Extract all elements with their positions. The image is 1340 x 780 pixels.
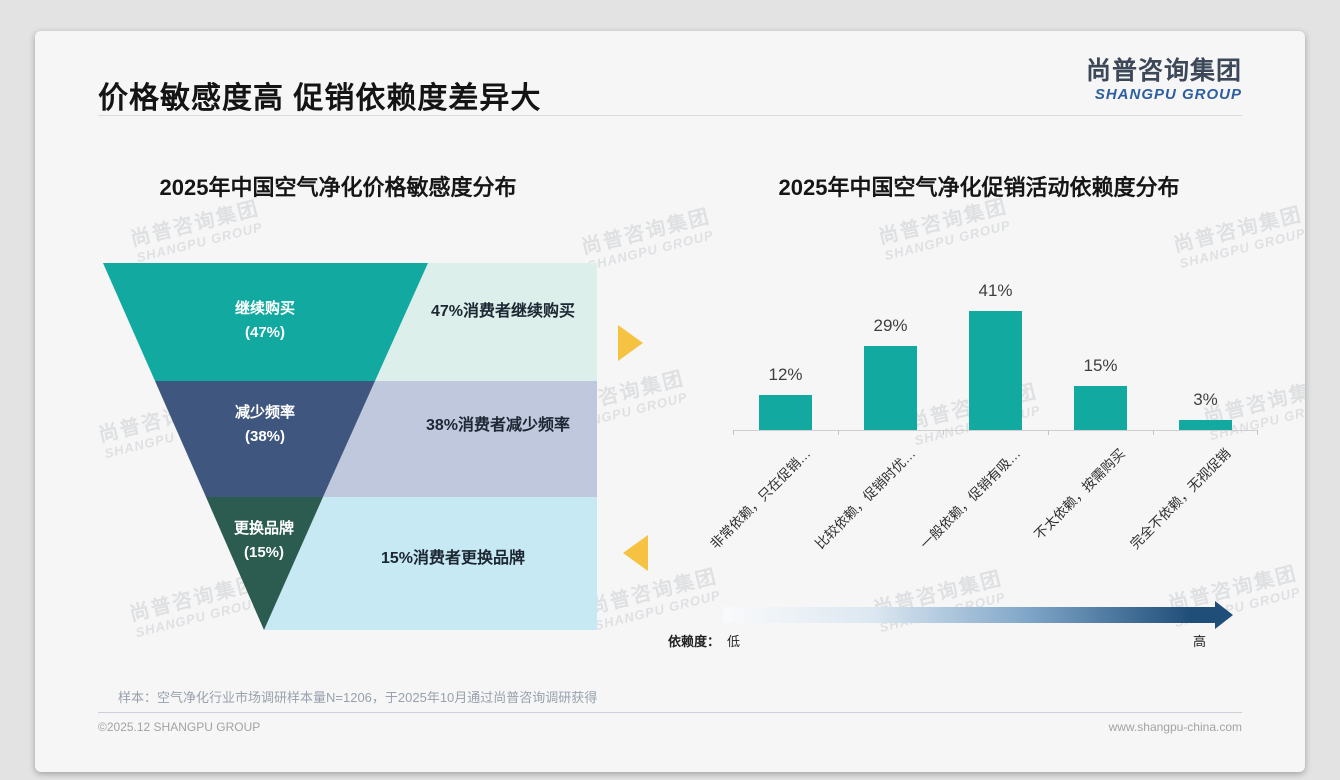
bar <box>969 311 1022 430</box>
funnel-side-box-3 <box>264 497 597 630</box>
page-title: 价格敏感度高 促销依赖度差异大 <box>98 82 542 115</box>
arrow-left-icon <box>623 535 648 571</box>
logo: 尚普咨询集团 SHANGPU GROUP <box>1086 57 1242 103</box>
gradient-arrowhead-icon <box>1215 601 1233 629</box>
funnel-segment-label: 更换品牌 <box>234 519 294 537</box>
x-axis-line <box>733 430 1258 431</box>
axis-tick <box>838 430 839 435</box>
sample-note: 样本：空气净化行业市场调研样本量N=1206，于2025年10月通过尚普咨询调研… <box>118 690 598 705</box>
bar-value-label: 41% <box>978 281 1013 300</box>
x-axis-label: 不太依赖，按需购买 <box>1031 445 1128 543</box>
bar-value-label: 15% <box>1083 356 1118 375</box>
funnel-chart-title: 2025年中国空气净化价格敏感度分布 <box>159 175 517 200</box>
bar <box>864 346 917 430</box>
bar-value-label: 12% <box>768 365 803 384</box>
bar-column: 3% <box>1153 390 1258 430</box>
x-axis-label: 一般依赖，促销有吸… <box>916 445 1023 552</box>
bar <box>1179 420 1232 430</box>
arrow-right-icon <box>618 325 643 361</box>
funnel-segment-label: 继续购买 <box>235 299 295 317</box>
bar-value-label: 3% <box>1193 390 1218 409</box>
funnel-side-label: 15%消费者更换品牌 <box>381 548 525 567</box>
logo-cn-text: 尚普咨询集团 <box>1085 57 1242 85</box>
x-axis-label: 完全不依赖，无视促销 <box>1126 445 1233 552</box>
bar-chart: 12% 29% 41% 15% 3% <box>733 280 1258 430</box>
legend-low: 低 <box>727 634 741 649</box>
legend-label: 依赖度： <box>668 634 721 649</box>
x-axis-label: 非常依赖，只在促销… <box>706 445 813 552</box>
bar-chart-title: 2025年中国空气净化促销活动依赖度分布 <box>778 175 1180 200</box>
axis-tick <box>943 430 944 435</box>
funnel-segment-2 <box>155 381 375 497</box>
funnel-side-box-2 <box>323 381 597 497</box>
funnel-segment-pct: (15%) <box>244 544 284 561</box>
bar <box>1074 386 1127 430</box>
axis-tick <box>1257 430 1258 435</box>
funnel-segment-1 <box>103 263 428 381</box>
title-divider <box>98 115 1242 116</box>
funnel-side-label: 38%消费者减少频率 <box>426 415 570 434</box>
logo-en-text: SHANGPU GROUP <box>1094 85 1242 103</box>
bar-column: 12% <box>733 365 838 430</box>
funnel-segment-pct: (38%) <box>245 428 285 445</box>
bar-column: 15% <box>1048 356 1153 430</box>
slide: 尚普咨询集团 SHANGPU GROUP 尚普咨询集团 SHANGPU GROUP 尚普… <box>35 31 1305 772</box>
bar-column: 41% <box>943 281 1048 430</box>
bar-value-label: 29% <box>873 316 908 335</box>
legend-high: 高 <box>1193 634 1207 649</box>
copyright: ©2025.12 SHANGPU GROUP <box>98 720 261 734</box>
bar-column: 29% <box>838 316 943 430</box>
dependency-gradient-arrow <box>723 607 1215 623</box>
website: www.shangpu-china.com <box>1108 720 1242 734</box>
x-axis <box>733 430 1258 436</box>
funnel-side-label: 47%消费者继续购买 <box>431 301 575 320</box>
funnel-side-box-1 <box>375 263 597 381</box>
x-axis-label: 比较依赖，促销时优… <box>811 445 918 552</box>
funnel-segment-3 <box>206 497 323 630</box>
axis-tick <box>733 430 734 435</box>
axis-tick <box>1048 430 1049 435</box>
funnel-chart: 继续购买 (47%) 减少频率 (38%) 更换品牌 (15%) 47%消费者继… <box>103 263 597 630</box>
axis-tick <box>1153 430 1154 435</box>
funnel-segment-label: 减少频率 <box>235 403 295 421</box>
bar <box>759 395 812 430</box>
footer-divider <box>98 712 1242 713</box>
funnel-segment-pct: (47%) <box>245 324 285 341</box>
